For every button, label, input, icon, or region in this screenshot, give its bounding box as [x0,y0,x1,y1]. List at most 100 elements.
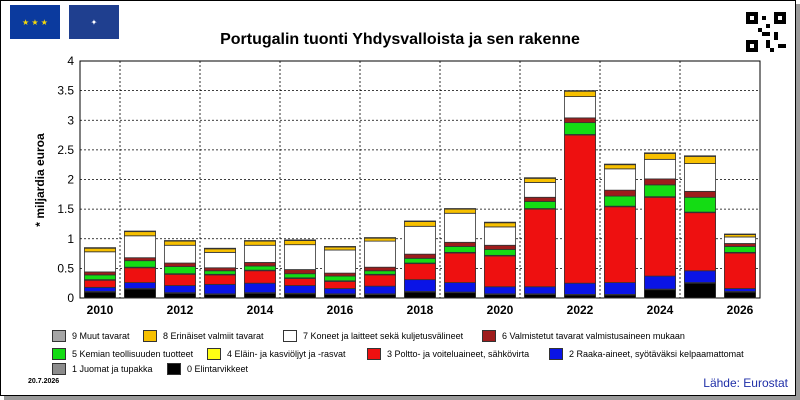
bar-segment-s9 [644,152,677,154]
bar-segment-s7 [524,182,557,198]
bar-segment-s8 [483,222,516,228]
bar-segment-s8 [124,231,157,237]
legend-item: 1 Juomat ja tupakka [52,363,153,375]
bar-segment-s3 [203,274,236,285]
bar-segment-s0 [604,294,637,299]
bar-segment-s7 [323,249,356,274]
bar-segment-s2 [604,282,637,295]
y-tick-label: 1 [67,232,74,246]
bar-segment-s9 [604,163,637,166]
qr-code-icon [746,12,786,52]
bar-segment-s9 [684,155,717,157]
bar-segment-s6 [403,253,436,259]
bar-segment-s3 [323,281,356,289]
bar-segment-s6 [283,269,316,275]
bar-segment-s6 [124,257,157,262]
bar-segment-s7 [483,226,516,246]
bar-segment-s8 [163,240,196,246]
bar-segment-s6 [564,117,597,124]
bar-segment-s7 [163,244,196,264]
bar-segment-s3 [724,252,757,289]
bar-segment-s8 [203,248,236,253]
bar-segment-s2 [124,282,157,289]
legend-item: 6 Valmistetut tavarat valmistusaineen mu… [482,330,685,342]
legend-swatch [283,330,297,342]
bar-segment-s6 [604,189,637,197]
legend-item: 9 Muut tavarat [52,330,130,342]
bar-segment-s2 [684,270,717,283]
bar-segment-s6 [483,244,516,250]
bar-segment-s9 [724,233,757,236]
x-tick-label: 2024 [647,303,674,317]
bar-segment-s9 [323,246,356,248]
bar-segment-s3 [644,196,677,277]
bar-segment-s7 [604,168,637,191]
bar-segment-s5 [363,270,396,275]
bar-segment-s3 [283,278,316,286]
legend-label: 4 Eläin- ja kasviöljyt ja -rasvat [227,349,346,359]
bar-segment-s0 [403,291,436,299]
bar-segment-s6 [243,262,276,267]
legend-label: 6 Valmistetut tavarat valmistusaineen mu… [502,331,685,341]
bar-segment-s8 [84,247,117,253]
bar-segment-s2 [724,288,757,292]
bar-segment-s0 [323,294,356,299]
bar-segment-s6 [724,243,757,247]
legend-label: 1 Juomat ja tupakka [72,364,153,374]
bar-segment-s0 [644,289,677,299]
bar-segment-s3 [483,255,516,288]
bar-segment-s9 [403,220,436,222]
legend-swatch [207,348,221,360]
bar-segment-s8 [524,177,557,183]
x-tick-label: 2014 [247,303,274,317]
bar-segment-s7 [443,212,476,243]
legend-swatch [367,348,381,360]
bar-segment-s8 [684,155,717,164]
y-tick-label: 0 [67,291,74,305]
eu-flag-icon: ★ ★ ★ [10,5,60,39]
nato-flag-icon: ✦ [69,5,119,39]
bar-segment-s0 [243,292,276,299]
legend-item: 2 Raaka-aineet, syötäväksi kelpaamattoma… [549,348,744,360]
legend-swatch [52,363,66,375]
legend-item: 0 Elintarvikkeet [167,363,248,375]
source-note: Lähde: Eurostat [703,376,788,390]
bar-segment-s3 [84,279,117,288]
bar-segment-s0 [84,291,117,299]
bar-segment-s0 [724,291,757,299]
y-tick-label: 0.5 [57,261,74,275]
bar-segment-s0 [163,292,196,299]
bar-segment-s0 [443,292,476,299]
bar-segment-s3 [163,273,196,286]
bar-segment-s9 [163,240,196,242]
bar-segment-s7 [283,244,316,270]
bar-segment-s3 [443,252,476,283]
bar-segment-s8 [243,240,276,246]
legend-label: 8 Erinäiset valmiit tavarat [163,331,264,341]
bar-segment-s6 [524,196,557,202]
y-tick-label: 2 [67,173,74,187]
bar-segment-s7 [124,235,157,259]
bar-segment-s0 [524,294,557,299]
y-tick-label: 1.5 [57,202,74,216]
bar-segment-s8 [443,208,476,214]
bar-segment-s0 [203,294,236,299]
bar-segment-s2 [243,282,276,294]
legend-label: 3 Poltto- ja voiteluaineet, sähkövirta [387,349,530,359]
bar-segment-s9 [564,90,597,92]
bar-segment-s5 [403,257,436,264]
bar-segment-s9 [124,230,157,233]
bar-segment-s0 [684,282,717,299]
legend-label: 5 Kemian teollisuuden tuotteet [72,349,194,359]
x-tick-label: 2022 [567,303,594,317]
chart-title: Portugalin tuonti Yhdysvalloista ja sen … [220,31,580,48]
x-tick-label: 2026 [727,303,754,317]
bar-segment-s2 [403,279,436,292]
bar-segment-s3 [604,206,637,283]
bar-segment-s5 [564,122,597,135]
bar-segment-s8 [403,221,436,227]
y-tick-label: 2.5 [57,143,74,157]
y-tick-label: 4 [67,54,74,68]
bar-segment-s5 [604,195,637,207]
bar-segment-s9 [524,177,557,179]
